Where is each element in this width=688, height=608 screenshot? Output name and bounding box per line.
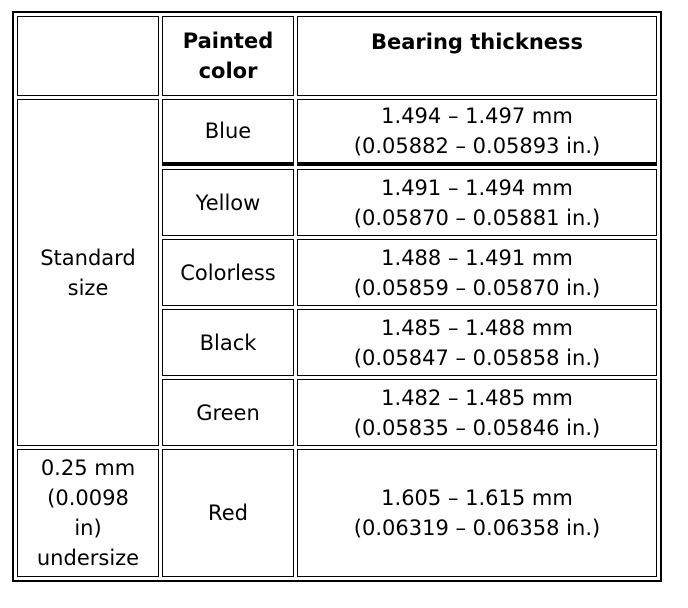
table-row: Standard size Blue 1.494 – 1.497 mm (0.05882… [17,99,657,446]
group-label: undersize [36,546,140,570]
thickness-cell: 1.482 – 1.485 mm (0.05835 – 0.05846 in.) [297,379,657,446]
color-label: Green [196,400,260,425]
group-label: Standard [40,245,136,270]
table-row: Yellow 1.491 – 1.494 mm (0.05870 – 0.05881… [17,169,657,236]
thickness-cell: 1.605 – 1.615 mm (0.06319 – 0.06358 in.) [297,449,657,577]
header-cell: Painted color [162,16,294,96]
table-row: 0.25 mm (0.0098 in) undersize Red 1.605 – 1.6… [17,449,657,577]
thickness-text: (0.05882 – 0.05893 in.) [353,134,601,158]
thickness-text: (0.06319 – 0.06358 in.) [353,516,601,540]
color-cell: Green [162,379,294,446]
group-label: 0.25 mm [40,456,136,480]
thickness-cell: 1.485 – 1.488 mm (0.05847 – 0.05858 in.) [297,309,657,376]
color-cell: Yellow [162,169,294,236]
color-label: Colorless [180,260,276,285]
table-row: Black 1.485 – 1.488 mm (0.05847 – 0.05858 … [17,309,657,376]
group-cell: Standard size [17,99,159,446]
color-cell: Black [162,309,294,376]
group-label: size [67,275,109,300]
thickness-cell: 1.491 – 1.494 mm (0.05870 – 0.05881 in.) [297,169,657,236]
color-label: Red [208,501,248,525]
table-row: Colorless 1.488 – 1.491 mm (0.05859 – 0.05… [17,239,657,306]
thickness-text: (0.05835 – 0.05846 in.) [353,415,601,440]
thickness-text: (0.05870 – 0.05881 in.) [353,205,601,230]
thickness-text: 1.488 – 1.491 mm [381,245,573,270]
table-body: Painted color Bearing thickness Standard… [17,16,657,577]
header-cell: Bearing thickness [297,16,657,96]
color-cell: Colorless [162,239,294,306]
bearing-table: Painted color Bearing thickness Standard… [12,11,662,582]
thickness-text: (0.05859 – 0.05870 in.) [353,275,601,300]
header-text: Painted [182,29,274,53]
thickness-text: 1.605 – 1.615 mm [381,486,573,510]
color-label: Black [199,330,257,355]
corner-cell [17,16,159,96]
color-label: Yellow [195,190,261,215]
thickness-text: 1.494 – 1.497 mm [381,104,573,128]
table-row: Green 1.482 – 1.485 mm (0.05835 – 0.05846 … [17,379,657,446]
thickness-text: (0.05847 – 0.05858 in.) [353,345,601,370]
group-cell: 0.25 mm (0.0098 in) undersize [17,449,159,577]
thickness-text: 1.482 – 1.485 mm [381,385,573,410]
color-cell: Blue [162,99,294,166]
thickness-cell: 1.488 – 1.491 mm (0.05859 – 0.05870 in.) [297,239,657,306]
header-text: Bearing thickness [370,30,584,54]
thickness-text: 1.485 – 1.488 mm [381,315,573,340]
header-row: Painted color Bearing thickness [17,16,657,96]
header-text: color [198,59,258,83]
group-label: in) [74,516,102,540]
color-cell: Red [162,449,294,577]
thickness-cell: 1.494 – 1.497 mm (0.05882 – 0.05893 in.) [297,99,657,166]
color-label: Blue [204,119,252,143]
group-label: (0.0098 [47,486,129,510]
thickness-text: 1.491 – 1.494 mm [381,175,573,200]
